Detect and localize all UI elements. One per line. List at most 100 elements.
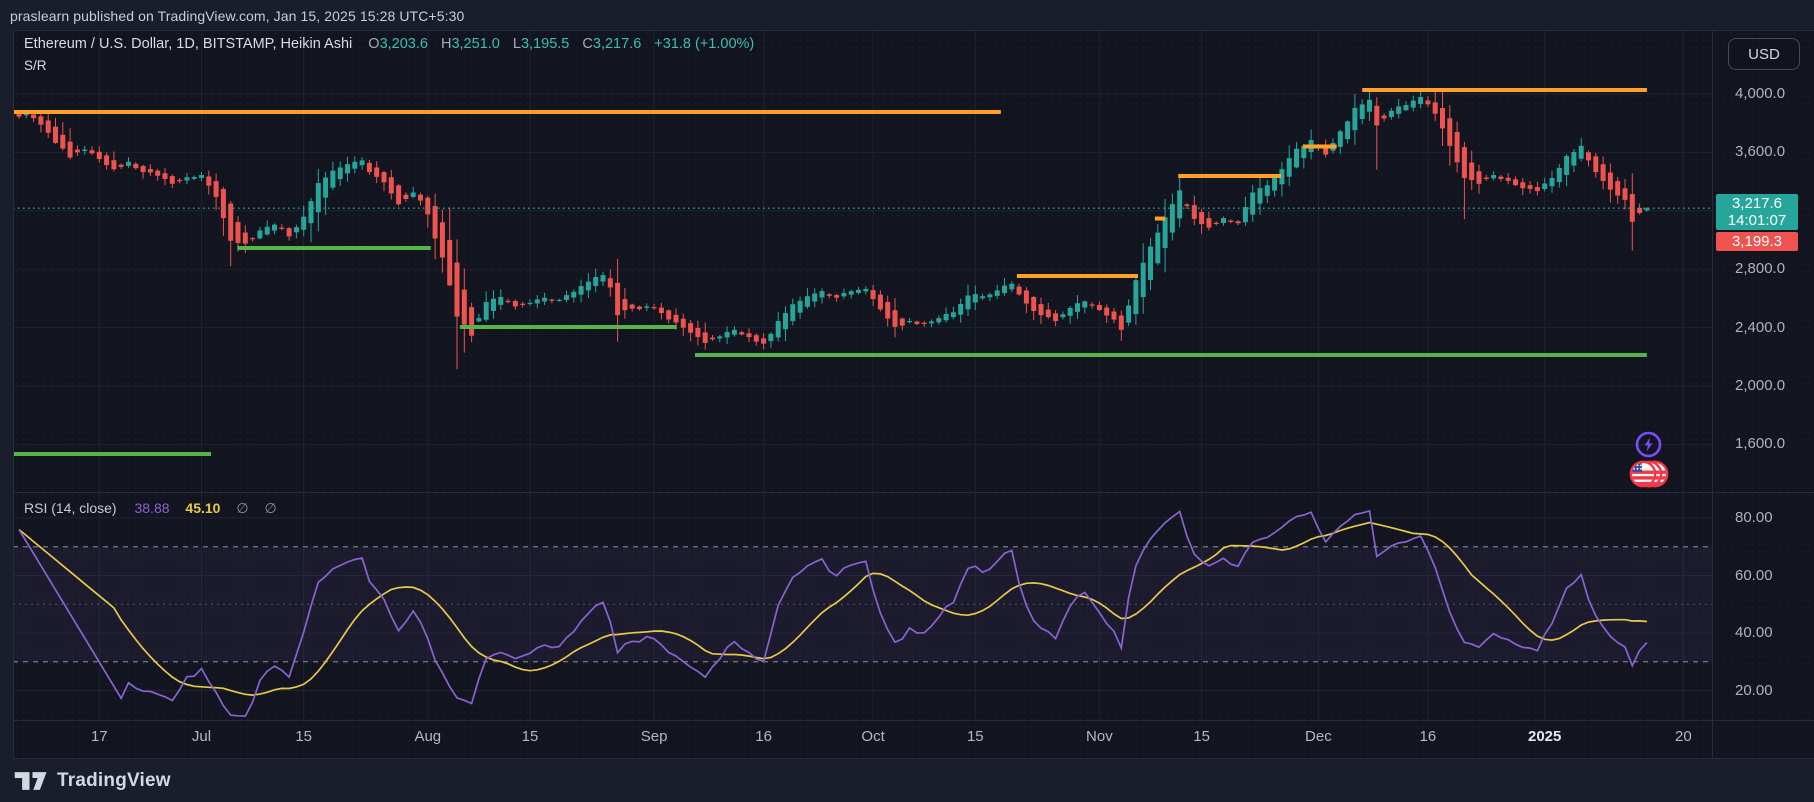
candle-body [980, 296, 986, 299]
candle-body [695, 327, 701, 337]
candle-body [439, 222, 445, 258]
tradingview-logo-icon [14, 772, 47, 790]
candle-body [396, 185, 402, 205]
candle-body [126, 161, 131, 166]
candle-body [753, 335, 759, 342]
candle-body [629, 304, 635, 309]
candle-body [950, 312, 956, 318]
candle-body [169, 176, 175, 184]
candle-body [1082, 301, 1088, 308]
last-price-badge: 3,217.6 14:01:07 [1716, 194, 1798, 231]
symbol-legend[interactable]: Ethereum / U.S. Dollar, 1D, BITSTAMP, He… [24, 36, 754, 52]
candle-body [731, 329, 737, 335]
candle-body [388, 177, 394, 194]
rsi-legend[interactable]: RSI (14, close) 38.88 45.10 ∅ ∅ [24, 500, 277, 517]
candle-body [637, 306, 642, 310]
candle-body [483, 302, 489, 320]
candle-body [542, 297, 548, 302]
candle-body [1279, 169, 1285, 185]
candle-body [556, 299, 562, 302]
price-pane-canvas[interactable] [13, 30, 1712, 492]
candle-body [74, 149, 80, 153]
candle-body [841, 293, 847, 297]
candle-body [16, 114, 22, 117]
candle-body [768, 333, 774, 342]
brand-name: TradingView [57, 770, 171, 791]
footer-brand[interactable]: TradingView [14, 770, 171, 792]
open-label: O [368, 36, 380, 52]
candle-body [89, 150, 95, 154]
rsi-axis-label: 40.00 [1735, 624, 1773, 641]
candle-body [1206, 218, 1212, 228]
high-label: H [440, 36, 452, 52]
frame-left-border [13, 30, 14, 758]
rsi-axis-label: 20.00 [1735, 681, 1773, 699]
sr-indicator-label[interactable]: S/R [24, 58, 47, 73]
candle-body [505, 300, 511, 303]
candle-body [1586, 152, 1591, 161]
candle-body [1615, 181, 1621, 196]
candle-body [1126, 305, 1132, 323]
chart-background [13, 30, 1814, 758]
candle-body [921, 322, 927, 324]
candle-body [1301, 145, 1307, 159]
candle-body [374, 167, 380, 177]
candle-body [1140, 262, 1146, 298]
candle-body [1381, 115, 1387, 119]
candle-body [250, 238, 256, 240]
candle-body [739, 332, 745, 335]
rsi-ma-plot [18, 521, 1647, 696]
rsi-title: RSI (14, close) [24, 500, 117, 516]
candle-body [418, 194, 423, 201]
time-axis-label: Sep [640, 728, 668, 745]
candle-body [877, 294, 883, 310]
candle-body [1257, 188, 1263, 204]
candle-body [410, 192, 416, 197]
candle-body [1483, 177, 1489, 180]
candle-body [1133, 280, 1139, 315]
candle-body [600, 275, 606, 282]
candle-body [936, 318, 942, 323]
candle-body [1162, 217, 1168, 248]
candle-body [994, 290, 1000, 296]
time-axis-label: Dec [1305, 728, 1332, 745]
symbol-title: Ethereum / U.S. Dollar, 1D, BITSTAMP, He… [24, 36, 353, 52]
candle-body [491, 298, 496, 311]
price-axis-separator [1712, 30, 1713, 758]
rsi-pane-canvas[interactable] [13, 492, 1712, 720]
candle-body [797, 300, 803, 313]
candle-body [819, 291, 825, 298]
candle-body [147, 169, 153, 173]
candle-body [578, 286, 584, 295]
candle-body [104, 155, 110, 166]
candle-body [184, 177, 190, 181]
candle-body [1578, 145, 1584, 159]
candle-body [549, 299, 555, 301]
candle-body [1527, 185, 1533, 189]
candle-body [761, 338, 767, 344]
candle-body [943, 313, 949, 321]
currency-toggle-button[interactable]: USD [1728, 38, 1800, 70]
candle-body [199, 175, 204, 178]
close-value: 3,217.6 [592, 36, 642, 52]
price-axis-label: 2,400.0 [1735, 318, 1786, 336]
candle-body [293, 227, 299, 233]
candle-body [345, 164, 350, 174]
candle-body [366, 162, 372, 173]
candle-body [337, 167, 343, 180]
candle-body [1367, 99, 1372, 112]
candle-body [987, 294, 993, 298]
candle-body [1534, 187, 1540, 192]
candle-body [1498, 176, 1504, 179]
candle-body [1469, 162, 1475, 181]
candle-body [1235, 221, 1241, 224]
candle-body [1045, 309, 1051, 318]
frame-bottom-border [13, 758, 1814, 759]
candle-body [688, 323, 694, 333]
candle-body [1542, 183, 1548, 190]
candle-body [1089, 304, 1095, 306]
candle-body [658, 307, 664, 313]
candle-body [469, 307, 475, 336]
candle-body [593, 277, 599, 286]
